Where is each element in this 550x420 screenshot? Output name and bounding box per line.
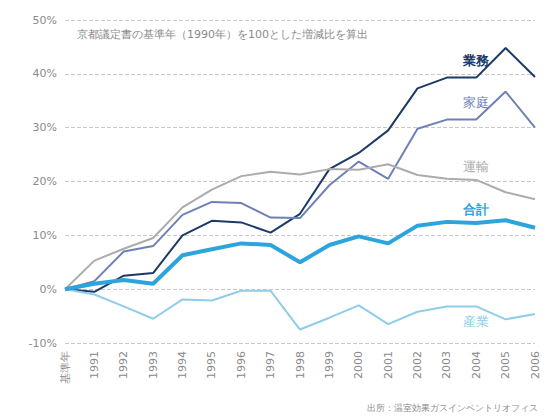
svg-text:0%: 0% — [40, 283, 57, 296]
svg-text:家庭: 家庭 — [463, 95, 489, 110]
svg-text:2003: 2003 — [440, 351, 453, 379]
svg-text:1999: 1999 — [323, 351, 336, 379]
svg-text:1994: 1994 — [176, 351, 189, 379]
svg-text:50%: 50% — [33, 14, 57, 27]
svg-text:2000: 2000 — [352, 351, 365, 379]
svg-text:1997: 1997 — [264, 351, 277, 379]
svg-text:1993: 1993 — [147, 351, 160, 379]
svg-text:1995: 1995 — [205, 351, 218, 379]
svg-text:京都議定書の基準年（1990年）を100とした増減比を算出: 京都議定書の基準年（1990年）を100とした増減比を算出 — [77, 28, 368, 41]
svg-text:2004: 2004 — [470, 351, 483, 379]
svg-text:産業: 産業 — [463, 314, 489, 329]
svg-text:40%: 40% — [33, 67, 57, 80]
svg-text:10%: 10% — [33, 229, 57, 242]
svg-text:2005: 2005 — [499, 351, 512, 379]
svg-text:1998: 1998 — [294, 351, 307, 379]
svg-text:1996: 1996 — [235, 351, 248, 379]
svg-text:合計: 合計 — [462, 202, 489, 217]
svg-text:2001: 2001 — [382, 351, 395, 379]
svg-text:出所：温室効果ガスインベントリオフィス: 出所：温室効果ガスインベントリオフィス — [367, 403, 538, 413]
svg-text:2006: 2006 — [529, 351, 542, 379]
svg-text:2002: 2002 — [411, 351, 424, 379]
svg-text:業務: 業務 — [462, 53, 490, 68]
svg-text:運輸: 運輸 — [463, 159, 489, 174]
svg-text:1992: 1992 — [117, 351, 130, 379]
svg-text:20%: 20% — [33, 175, 57, 188]
svg-text:1991: 1991 — [88, 351, 101, 379]
svg-text:基準年: 基準年 — [59, 351, 72, 384]
svg-text:30%: 30% — [33, 121, 57, 134]
svg-text:-10%: -10% — [29, 337, 57, 350]
